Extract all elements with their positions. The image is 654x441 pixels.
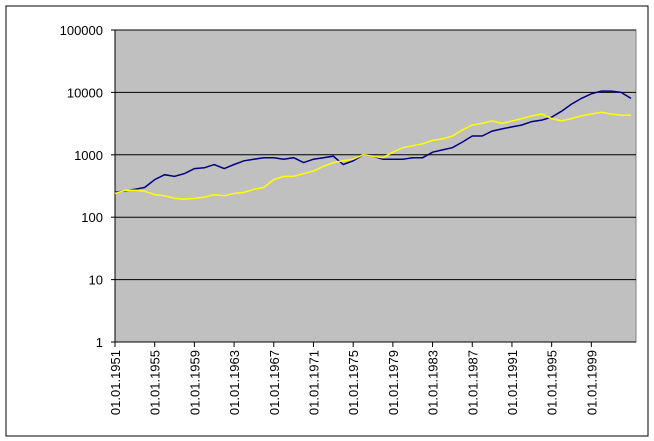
x-tick-label: 01.01.1999 [584,350,599,415]
x-tick-label: 01.01.1979 [386,350,401,415]
x-tick-label: 01.01.1971 [306,350,321,415]
plot-area [114,29,637,343]
data-line [114,111,631,200]
x-tick-label: 01.01.1987 [465,350,480,415]
y-tick-label: 100 [81,210,103,225]
y-tick-label: 10000 [67,85,103,100]
x-tick-label: 01.01.1963 [227,350,242,415]
y-tick-label: 10 [89,273,103,288]
x-tick-label: 01.01.1967 [267,350,282,415]
x-tick-label: 01.01.1975 [346,350,361,415]
x-tick-label: 01.01.1983 [426,350,441,415]
y-tick-label: 1 [96,335,103,350]
x-tick-label: 01.01.1995 [545,350,560,415]
y-tick-label: 1000 [74,148,103,163]
x-tick-label: 01.01.1951 [108,350,123,415]
x-tick-label: 01.01.1991 [505,350,520,415]
x-tick-label: 01.01.1955 [148,350,163,415]
y-tick-label: 100000 [60,23,103,38]
x-tick-label: 01.01.1959 [187,350,202,415]
